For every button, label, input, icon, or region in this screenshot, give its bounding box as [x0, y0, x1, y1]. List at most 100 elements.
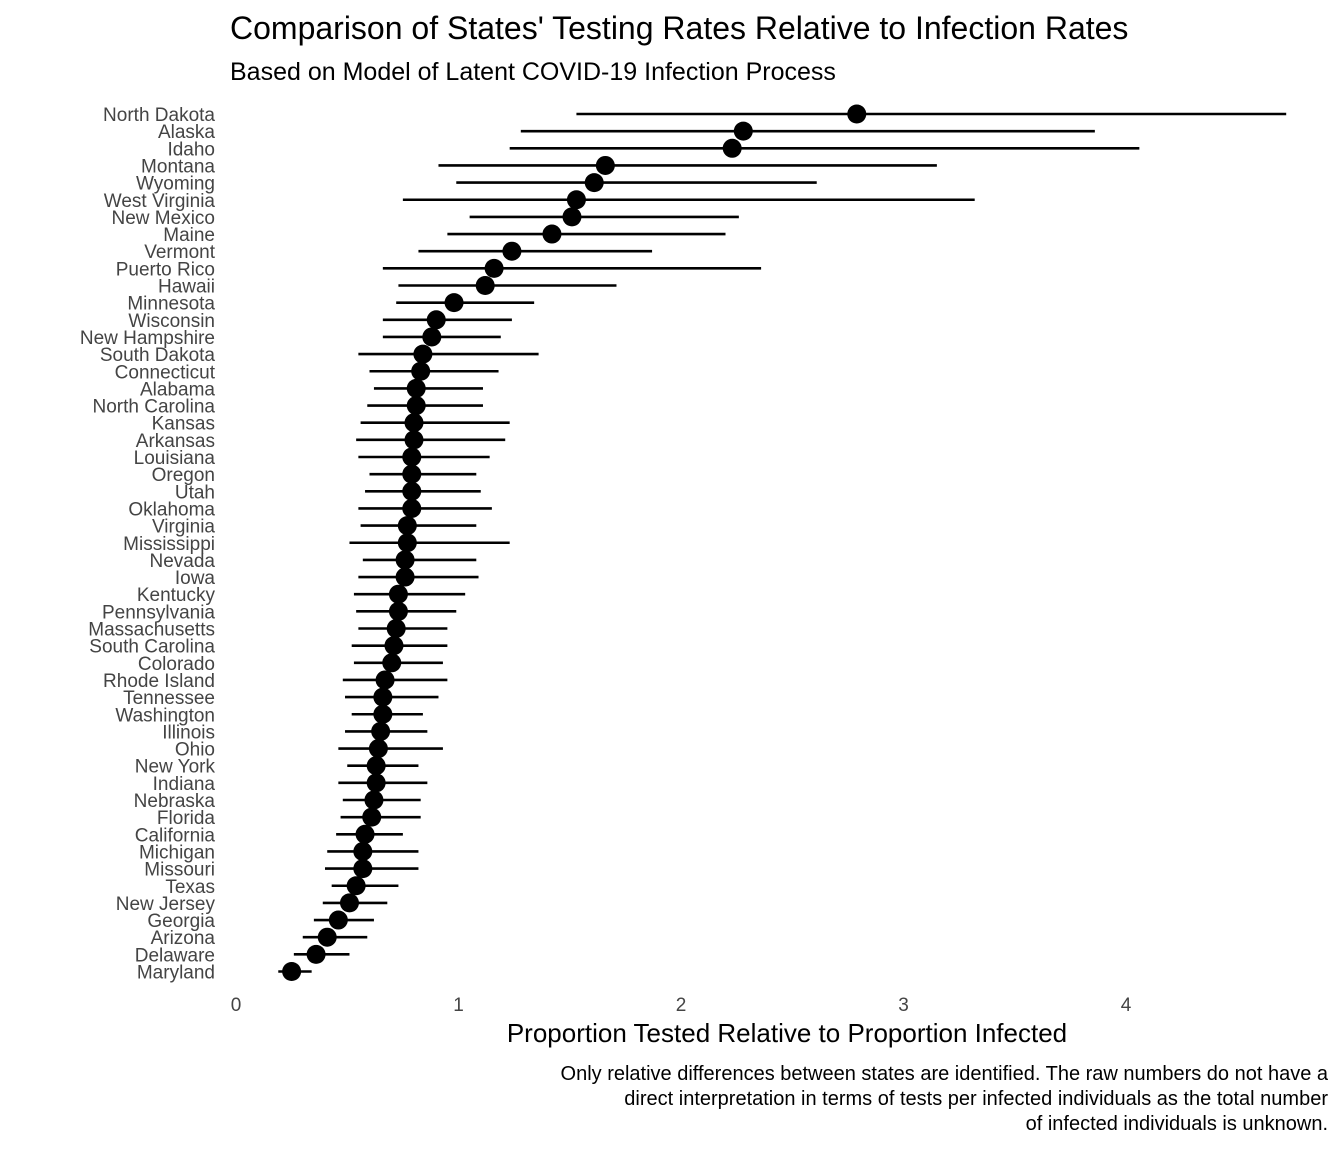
point-florida — [362, 807, 382, 827]
point-illinois — [371, 721, 391, 741]
point-arizona — [317, 927, 337, 947]
category-label-montana: Montana — [141, 156, 215, 177]
chart-title: Comparison of States' Testing Rates Rela… — [230, 10, 1129, 46]
point-south-carolina — [384, 636, 404, 656]
x-tick-label-4: 4 — [1121, 995, 1132, 1016]
category-label-west-virginia: West Virginia — [104, 191, 216, 212]
category-label-puerto-rico: Puerto Rico — [116, 259, 215, 280]
category-label-maryland: Maryland — [137, 963, 215, 984]
point-hawaii — [475, 276, 495, 295]
x-tick-labels: 0 1 2 3 4 — [231, 995, 1132, 1016]
category-label-mississippi: Mississippi — [123, 534, 215, 555]
category-label-indiana: Indiana — [153, 774, 216, 795]
category-label-maine: Maine — [163, 225, 215, 246]
point-mississippi — [397, 533, 417, 553]
point-new-jersey — [339, 893, 359, 913]
category-label-delaware: Delaware — [135, 945, 215, 966]
category-label-north-dakota: North Dakota — [103, 105, 215, 126]
chart-caption: Only relative differences between states… — [388, 1062, 1328, 1137]
point-virginia — [397, 516, 417, 536]
point-rhode-island — [375, 670, 395, 690]
point-kansas — [404, 413, 424, 433]
point-california — [355, 824, 375, 844]
category-label-nebraska: Nebraska — [134, 791, 216, 812]
category-labels: North DakotaAlaskaIdahoMontanaWyomingWes… — [80, 105, 216, 984]
category-label-wyoming: Wyoming — [136, 174, 215, 195]
category-label-kansas: Kansas — [152, 414, 215, 435]
x-tick-label-1: 1 — [453, 995, 464, 1016]
point-south-dakota — [413, 344, 433, 364]
x-axis-label: Proportion Tested Relative to Proportion… — [506, 1018, 1068, 1048]
category-label-colorado: Colorado — [138, 654, 215, 675]
category-label-oregon: Oregon — [152, 465, 215, 486]
point-idaho — [722, 138, 742, 158]
category-label-pennsylvania: Pennsylvania — [102, 602, 215, 623]
category-label-illinois: Illinois — [162, 722, 215, 743]
point-missouri — [353, 859, 373, 879]
point-minnesota — [444, 293, 464, 313]
point-alabama — [406, 378, 426, 398]
category-label-new-jersey: New Jersey — [116, 894, 216, 915]
category-label-arkansas: Arkansas — [136, 431, 215, 452]
x-tick-label-0: 0 — [231, 995, 242, 1016]
point-maine — [542, 224, 562, 244]
category-label-nevada: Nevada — [150, 551, 216, 572]
point-west-virginia — [566, 190, 586, 210]
category-label-alaska: Alaska — [158, 122, 215, 143]
category-label-florida: Florida — [157, 808, 216, 829]
caption-line: of infected individuals is unknown. — [1025, 1113, 1328, 1135]
point-alaska — [733, 121, 753, 141]
category-label-hawaii: Hawaii — [158, 277, 215, 298]
category-label-idaho: Idaho — [167, 139, 215, 160]
category-label-minnesota: Minnesota — [127, 294, 215, 315]
point-new-mexico — [562, 207, 582, 227]
point-louisiana — [402, 447, 422, 467]
interval-layer — [278, 112, 1287, 973]
category-label-oklahoma: Oklahoma — [128, 499, 215, 520]
category-label-wisconsin: Wisconsin — [128, 311, 215, 332]
category-label-georgia: Georgia — [147, 911, 215, 932]
category-label-new-mexico: New Mexico — [112, 208, 215, 229]
category-label-texas: Texas — [165, 877, 215, 898]
category-label-new-hampshire: New Hampshire — [80, 328, 215, 349]
point-washington — [373, 704, 393, 724]
point-connecticut — [411, 361, 431, 381]
caption-line: Only relative differences between states… — [560, 1063, 1328, 1085]
category-label-california: California — [135, 825, 216, 846]
point-vermont — [502, 241, 522, 261]
category-label-south-dakota: South Dakota — [100, 345, 216, 366]
point-wisconsin — [426, 310, 446, 330]
point-nevada — [395, 550, 415, 570]
point-massachusetts — [386, 619, 406, 638]
point-texas — [346, 876, 366, 896]
point-oregon — [402, 464, 422, 484]
point-new-york — [366, 756, 386, 776]
point-colorado — [382, 653, 402, 673]
point-north-dakota — [847, 104, 867, 124]
point-puerto-rico — [484, 258, 504, 278]
point-kentucky — [388, 584, 408, 604]
category-label-louisiana: Louisiana — [134, 448, 216, 469]
category-label-missouri: Missouri — [144, 860, 215, 881]
point-tennessee — [373, 687, 393, 707]
category-label-virginia: Virginia — [152, 517, 215, 538]
point-oklahoma — [402, 498, 422, 518]
point-indiana — [366, 773, 386, 793]
category-label-massachusetts: Massachusetts — [88, 620, 215, 641]
category-label-new-york: New York — [135, 757, 216, 778]
point-layer — [282, 104, 867, 981]
point-maryland — [282, 962, 302, 981]
category-label-michigan: Michigan — [139, 842, 215, 863]
x-tick-label-3: 3 — [898, 995, 909, 1016]
category-label-kentucky: Kentucky — [137, 585, 216, 606]
category-label-arizona: Arizona — [151, 928, 216, 949]
category-label-ohio: Ohio — [175, 740, 215, 761]
category-label-rhode-island: Rhode Island — [103, 671, 215, 692]
category-label-tennessee: Tennessee — [123, 688, 215, 709]
category-label-iowa: Iowa — [175, 568, 216, 589]
point-wyoming — [584, 173, 604, 193]
category-label-vermont: Vermont — [144, 242, 215, 263]
category-label-alabama: Alabama — [140, 379, 215, 400]
point-montana — [595, 155, 615, 175]
point-ohio — [368, 739, 388, 759]
